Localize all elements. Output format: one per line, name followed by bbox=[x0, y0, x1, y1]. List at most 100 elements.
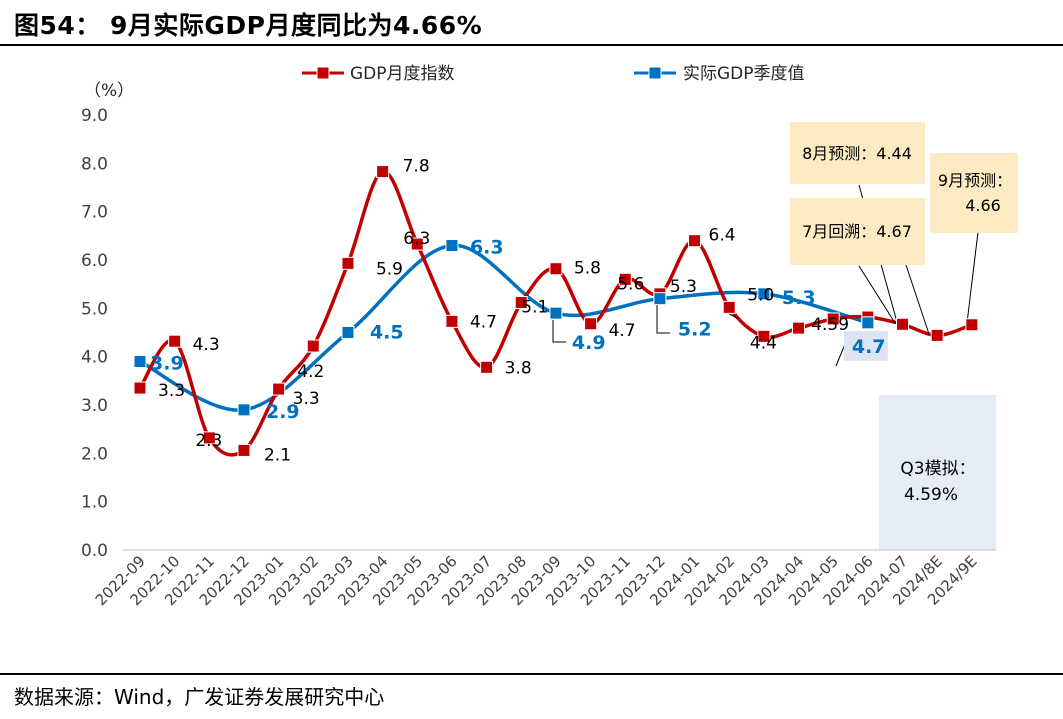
monthly-marker bbox=[237, 443, 251, 457]
monthly-data-label: 5.9 bbox=[376, 259, 403, 279]
unit-label: （%） bbox=[84, 81, 134, 101]
quarterly-data-label: 5.2 bbox=[678, 319, 712, 341]
legend-item-quarterly: 实际GDP季度值 bbox=[634, 64, 805, 84]
annotation-aug-text: 8月预测：4.44 bbox=[802, 144, 912, 163]
monthly-marker bbox=[722, 300, 736, 314]
title-divider bbox=[0, 44, 1063, 46]
annotation-aug: 8月预测：4.44 bbox=[790, 122, 925, 184]
monthly-marker bbox=[549, 262, 563, 276]
monthly-data-label: 7.8 bbox=[403, 157, 430, 177]
monthly-data-label: 3.3 bbox=[293, 389, 320, 409]
quarterly-label-highlight bbox=[843, 330, 888, 361]
quarterly-data-label: 2.9 bbox=[266, 401, 300, 423]
monthly-marker bbox=[410, 237, 424, 251]
monthly-marker bbox=[930, 328, 944, 342]
monthly-marker bbox=[480, 360, 494, 374]
monthly-marker bbox=[376, 165, 390, 179]
monthly-data-label: 6.3 bbox=[403, 229, 430, 249]
monthly-data-label: 4.7 bbox=[609, 321, 636, 341]
quarterly-data-label: 4.5 bbox=[370, 322, 404, 344]
y-tick-label: 6.0 bbox=[81, 251, 108, 271]
monthly-marker bbox=[272, 382, 286, 396]
y-tick-label: 0.0 bbox=[81, 541, 108, 561]
quarterly-data-label: 4.9 bbox=[572, 332, 606, 354]
monthly-data-label: 4.3 bbox=[193, 335, 220, 355]
y-axis: （%） 0.0 1.0 2.0 3.0 4.0 5.0 6.0 7.0 8.0 9.0 bbox=[81, 81, 134, 561]
monthly-data-label: 5.0 bbox=[747, 285, 774, 305]
monthly-data-label: 2.1 bbox=[264, 445, 291, 465]
monthly-data-label: 4.7 bbox=[470, 312, 497, 332]
y-tick-label: 8.0 bbox=[81, 154, 108, 174]
quarterly-data-label: 3.9 bbox=[150, 353, 184, 375]
monthly-data-label: 5.3 bbox=[670, 277, 697, 297]
page-title: 图54： 9月实际GDP月度同比为4.66% bbox=[14, 11, 483, 40]
monthly-marker bbox=[584, 317, 598, 331]
monthly-marker bbox=[306, 339, 320, 353]
quarterly-marker bbox=[549, 306, 563, 320]
monthly-marker bbox=[826, 312, 840, 326]
gdp-line-chart: （%） 0.0 1.0 2.0 3.0 4.0 5.0 6.0 7.0 8.0 9.0 2022-… bbox=[81, 64, 1018, 609]
monthly-marker bbox=[202, 431, 216, 445]
monthly-data-labels: 3.3 4.3 2.3 2.1 3.3 4.2 5.9 7.8 6.3 4.7 3.8 5.1 5.8 4… bbox=[158, 157, 849, 466]
y-tick-label: 5.0 bbox=[81, 299, 108, 319]
legend-item-monthly: GDP月度指数 bbox=[302, 64, 455, 84]
monthly-data-label: 5.6 bbox=[617, 274, 644, 294]
monthly-marker bbox=[341, 256, 355, 270]
quarterly-marker bbox=[237, 403, 251, 417]
annotation-sep-line1: 9月预测： bbox=[938, 171, 1012, 190]
quarterly-marker bbox=[861, 316, 875, 330]
monthly-marker bbox=[168, 334, 182, 348]
monthly-data-label: 5.8 bbox=[574, 259, 601, 279]
monthly-data-label: 3.3 bbox=[158, 381, 185, 401]
y-tick-label: 2.0 bbox=[81, 444, 108, 464]
monthly-marker bbox=[445, 314, 459, 328]
y-tick-label: 3.0 bbox=[81, 396, 108, 416]
quarterly-marker bbox=[133, 355, 147, 368]
monthly-data-label: 4.2 bbox=[297, 362, 324, 382]
annotation-q3-line1: Q3模拟： bbox=[900, 459, 975, 479]
quarterly-marker bbox=[341, 326, 355, 339]
x-tick-labels: 2022-092022-102022-112022-122023-012023-… bbox=[92, 552, 981, 609]
x-axis: 2022-092022-102022-112022-122023-012023-… bbox=[92, 549, 996, 609]
annotation-q3: Q3模拟： 4.59% bbox=[900, 459, 975, 505]
monthly-marker bbox=[133, 381, 147, 395]
monthly-data-label: 3.8 bbox=[505, 358, 532, 378]
monthly-marker bbox=[792, 321, 806, 335]
legend: GDP月度指数 实际GDP季度值 bbox=[302, 64, 805, 84]
q3-shaded-region bbox=[879, 395, 996, 550]
annotation-jul-text: 7月回溯：4.67 bbox=[802, 222, 912, 241]
source-note: 数据来源：Wind，广发证券发展研究中心 bbox=[14, 685, 385, 709]
quarterly-data-label: 4.7 bbox=[852, 336, 886, 358]
quarterly-series-markers bbox=[133, 239, 875, 417]
quarterly-data-labels: 3.9 2.9 4.5 6.3 4.9 5.2 5.3 4.7 bbox=[150, 237, 888, 423]
quarterly-marker bbox=[653, 292, 667, 306]
quarterly-data-label: 6.3 bbox=[470, 237, 504, 259]
legend-label-monthly: GDP月度指数 bbox=[350, 64, 455, 84]
annotation-sep: 9月预测： 4.66 bbox=[930, 153, 1018, 233]
quarterly-data-label: 5.3 bbox=[782, 287, 816, 309]
monthly-marker bbox=[757, 329, 771, 343]
monthly-marker bbox=[514, 296, 528, 310]
monthly-data-label: 5.1 bbox=[521, 298, 548, 318]
y-tick-labels: 0.0 1.0 2.0 3.0 4.0 5.0 6.0 7.0 8.0 9.0 bbox=[81, 106, 108, 561]
monthly-data-label: 2.3 bbox=[195, 431, 222, 451]
monthly-marker bbox=[618, 272, 632, 286]
monthly-data-label: 4.59 bbox=[811, 315, 849, 335]
monthly-data-label: 6.4 bbox=[709, 226, 736, 246]
quarterly-series-line bbox=[139, 243, 869, 412]
footer-divider bbox=[0, 673, 1063, 675]
legend-label-quarterly: 实际GDP季度值 bbox=[683, 64, 805, 84]
annotation-q3-line2: 4.59% bbox=[904, 485, 958, 505]
annotation-sep-line2: 4.66 bbox=[965, 196, 1001, 215]
monthly-data-label: 4.4 bbox=[750, 333, 777, 353]
monthly-marker bbox=[965, 318, 979, 332]
y-tick-label: 9.0 bbox=[81, 106, 108, 126]
annotation-jul: 7月回溯：4.67 bbox=[790, 198, 925, 265]
quarterly-marker bbox=[445, 239, 459, 252]
y-tick-label: 4.0 bbox=[81, 348, 108, 368]
y-tick-label: 7.0 bbox=[81, 203, 108, 223]
monthly-marker bbox=[896, 317, 910, 331]
y-tick-label: 1.0 bbox=[81, 493, 108, 513]
quarterly-marker bbox=[757, 287, 771, 301]
monthly-marker bbox=[688, 234, 702, 248]
